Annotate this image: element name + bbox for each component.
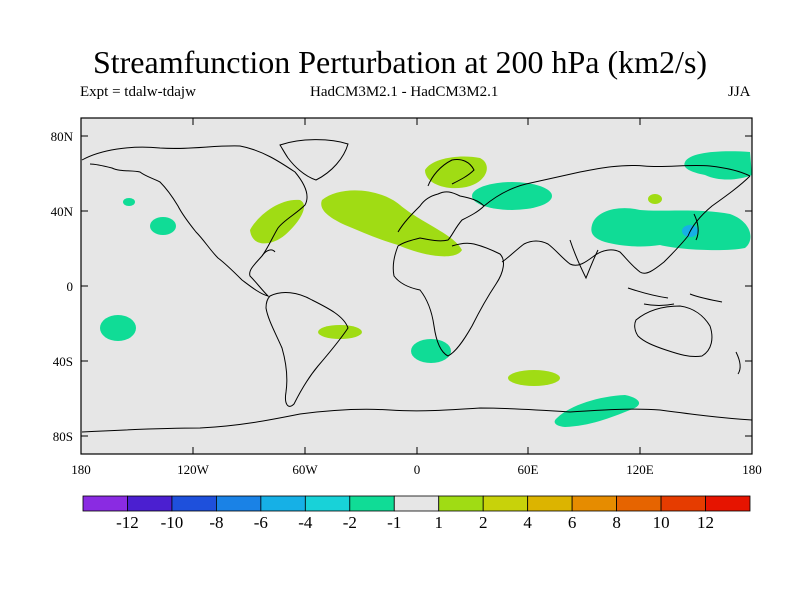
- x-tick-label: 60E: [518, 462, 539, 477]
- colorbar-swatch: [127, 495, 173, 512]
- colorbar-swatch: [82, 495, 128, 512]
- y-tick-label: 0: [67, 279, 74, 294]
- colorbar-label: -8: [209, 513, 223, 532]
- anomaly-south-africa: [411, 339, 451, 363]
- colorbar-swatch: [349, 495, 395, 512]
- colorbar-label: -2: [343, 513, 357, 532]
- colorbar-swatch: [171, 495, 217, 512]
- anomaly-south-indian: [508, 370, 560, 386]
- model-label: HadCM3M2.1 - HadCM3M2.1: [310, 84, 499, 100]
- colorbar-swatch: [482, 495, 529, 512]
- coastlines: [81, 139, 752, 433]
- colorbar-label: 8: [612, 513, 621, 532]
- y-tick-label: 80N: [51, 129, 74, 144]
- x-tick-label: 0: [414, 462, 421, 477]
- colorbar-swatch: [260, 495, 306, 512]
- anomaly-caspian: [472, 182, 552, 210]
- colorbar: -12 -10 -8 -6 -4 -2 -1 1 2 4 6 8 10 12: [82, 495, 751, 532]
- colorbar-swatch: [393, 495, 440, 512]
- anomaly-southern-ocean: [554, 395, 640, 427]
- colorbar-label: 4: [523, 513, 532, 532]
- colorbar-label: 12: [697, 513, 714, 532]
- colorbar-swatch: [438, 495, 484, 512]
- anomaly-east-asia-small: [648, 194, 662, 204]
- colorbar-label: 1: [434, 513, 443, 532]
- anomaly-scandinavia: [425, 156, 487, 189]
- colorbar-swatch: [527, 495, 573, 512]
- colorbar-swatch: [215, 495, 262, 512]
- axis-tick-marks: [81, 118, 752, 454]
- x-tick-label: 60W: [292, 462, 318, 477]
- x-tick-label: 120E: [626, 462, 654, 477]
- anomaly-arctic-siberia: [684, 151, 752, 180]
- colorbar-swatch: [616, 495, 662, 512]
- anomaly-hawaii: [123, 198, 135, 206]
- anomaly-east-asia: [591, 208, 751, 251]
- map-background: [81, 118, 752, 454]
- x-tick-label: 180: [742, 462, 762, 477]
- anomaly-us-east: [250, 199, 305, 244]
- colorbar-swatch: [660, 495, 706, 512]
- y-tick-label: 80S: [53, 429, 73, 444]
- y-axis-labels: 80N 40N 0 40S 80S: [51, 129, 74, 444]
- experiment-label: Expt = tdalw-tdajw: [80, 84, 196, 100]
- anomaly-south-pacific: [100, 315, 136, 341]
- map-title: Streamfunction Perturbation at 200 hPa (…: [92, 44, 708, 80]
- colorbar-label: 6: [568, 513, 577, 532]
- x-tick-label: 120W: [177, 462, 210, 477]
- colorbar-swatch: [304, 495, 351, 512]
- colorbar-label: 10: [653, 513, 670, 532]
- positive-anomaly-regions: [250, 156, 662, 386]
- anomaly-north-atlantic: [321, 190, 462, 257]
- y-tick-label: 40S: [53, 354, 73, 369]
- season-label: JJA: [728, 84, 751, 100]
- negative-anomaly-regions: [100, 151, 752, 427]
- colorbar-label: 2: [479, 513, 488, 532]
- x-tick-label: 180: [71, 462, 91, 477]
- colorbar-label: -6: [254, 513, 268, 532]
- colorbar-swatch: [571, 495, 618, 512]
- anomaly-north-pacific-west: [150, 217, 176, 235]
- colorbar-label: -1: [387, 513, 401, 532]
- x-axis-labels: 180 120W 60W 0 60E 120E 180: [71, 462, 762, 477]
- y-tick-label: 40N: [51, 204, 74, 219]
- colorbar-label: -12: [116, 513, 139, 532]
- colorbar-label: -4: [298, 513, 313, 532]
- colorbar-swatch: [705, 495, 751, 512]
- anomaly-south-atlantic: [318, 325, 362, 339]
- colorbar-label: -10: [161, 513, 184, 532]
